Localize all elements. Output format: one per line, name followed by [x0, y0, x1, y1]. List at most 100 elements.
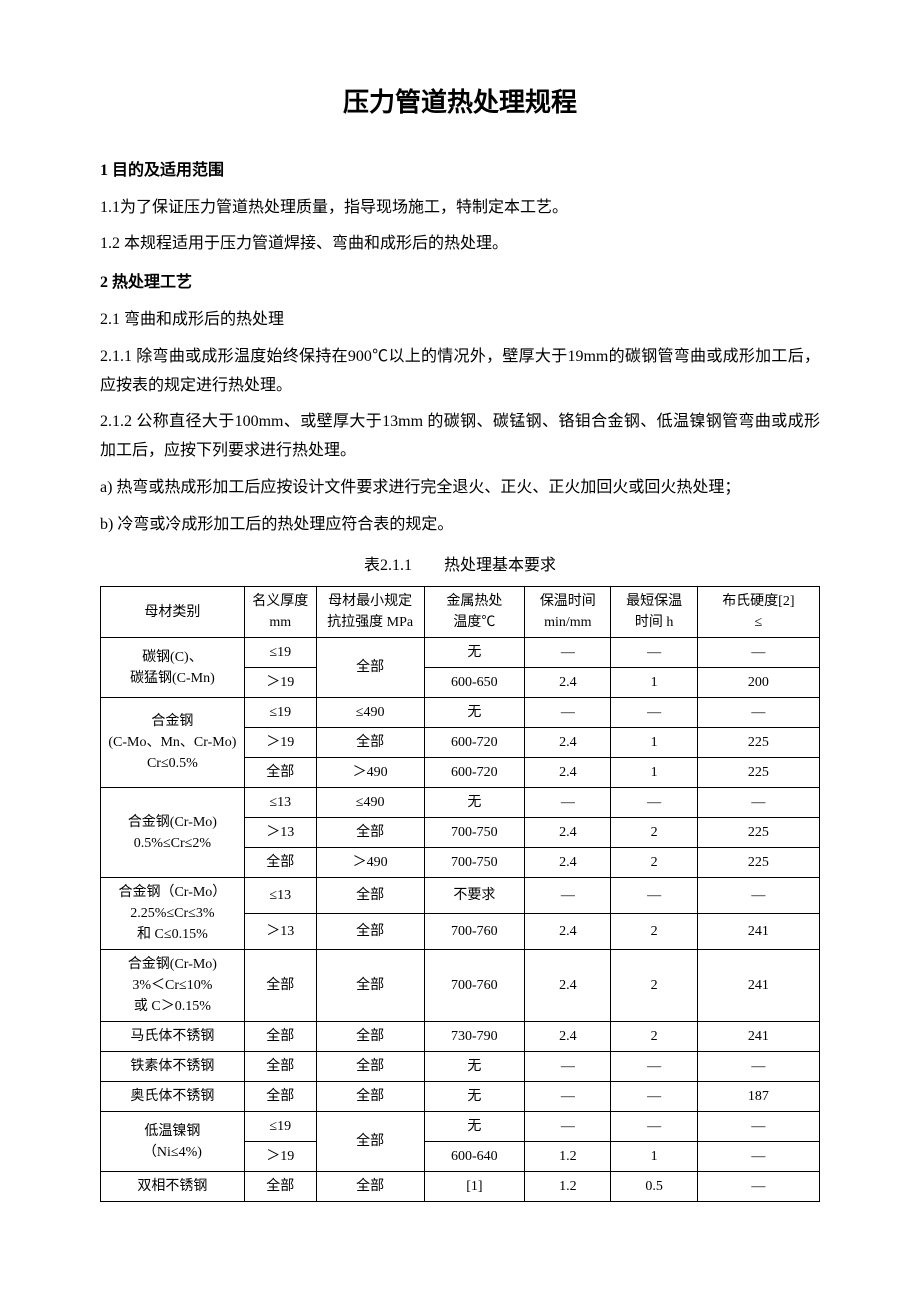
th-tensile: 母材最小规定抗拉强度 MPa: [316, 587, 424, 638]
cell: 600-650: [424, 668, 525, 698]
para-2-1-2: 2.1.2 公称直径大于100mm、或壁厚大于13mm 的碳钢、碳锰钢、铬钼合金…: [100, 408, 820, 466]
cell: 2: [611, 818, 697, 848]
cell: 全部: [244, 758, 316, 788]
cell: ≤13: [244, 878, 316, 914]
cell: 全部: [244, 848, 316, 878]
cell: 无: [424, 638, 525, 668]
cell: 全部: [244, 1052, 316, 1082]
cell: [1]: [424, 1172, 525, 1202]
cell: —: [525, 1052, 611, 1082]
cell: 2.4: [525, 1022, 611, 1052]
table-row: 双相不锈钢 全部 全部 [1] 1.2 0.5 —: [101, 1172, 820, 1202]
cell: ≤490: [316, 698, 424, 728]
cell: 2: [611, 848, 697, 878]
cell: —: [697, 1112, 819, 1142]
cell: ＞19: [244, 668, 316, 698]
para-1-2: 1.2 本规程适用于压力管道焊接、弯曲和成形后的热处理。: [100, 230, 820, 259]
th-hold-time: 保温时间min/mm: [525, 587, 611, 638]
cell: ≤13: [244, 788, 316, 818]
cell: 700-760: [424, 950, 525, 1022]
cell: 241: [697, 914, 819, 950]
heat-treatment-table: 母材类别 名义厚度mm 母材最小规定抗拉强度 MPa 金属热处温度℃ 保温时间m…: [100, 586, 820, 1202]
cell-category: 双相不锈钢: [101, 1172, 245, 1202]
cell: 无: [424, 1052, 525, 1082]
cell: 600-720: [424, 758, 525, 788]
cell: 2.4: [525, 758, 611, 788]
cell: —: [611, 1082, 697, 1112]
table-row: 马氏体不锈钢 全部 全部 730-790 2.4 2 241: [101, 1022, 820, 1052]
cell: 不要求: [424, 878, 525, 914]
cell: 全部: [316, 818, 424, 848]
table-row: 低温镍钢（Ni≤4%) ≤19 全部 无 — — —: [101, 1112, 820, 1142]
section-2-heading: 2 热处理工艺: [100, 269, 820, 298]
cell: 225: [697, 818, 819, 848]
para-2-b: b) 冷弯或冷成形加工后的热处理应符合表的规定。: [100, 511, 820, 540]
table-row: 合金钢(Cr-Mo)3%＜Cr≤10%或 C＞0.15% 全部 全部 700-7…: [101, 950, 820, 1022]
cell: 241: [697, 1022, 819, 1052]
cell: 730-790: [424, 1022, 525, 1052]
cell-category: 合金钢(C-Mo、Mn、Cr-Mo)Cr≤0.5%: [101, 698, 245, 788]
cell: 全部: [316, 638, 424, 698]
cell: 225: [697, 728, 819, 758]
cell: 全部: [244, 1082, 316, 1112]
th-category: 母材类别: [101, 587, 245, 638]
cell: 1: [611, 728, 697, 758]
cell: 全部: [244, 1022, 316, 1052]
cell: —: [697, 878, 819, 914]
cell: ＞490: [316, 758, 424, 788]
cell: 全部: [244, 1172, 316, 1202]
cell: —: [697, 1142, 819, 1172]
para-1-1: 1.1为了保证压力管道热处理质量，指导现场施工，特制定本工艺。: [100, 194, 820, 223]
cell: 1.2: [525, 1142, 611, 1172]
cell: 700-750: [424, 848, 525, 878]
cell: 600-720: [424, 728, 525, 758]
table-caption: 表2.1.1 热处理基本要求: [100, 552, 820, 581]
cell-category: 铁素体不锈钢: [101, 1052, 245, 1082]
cell: 1: [611, 1142, 697, 1172]
th-min-time: 最短保温时间 h: [611, 587, 697, 638]
cell: 187: [697, 1082, 819, 1112]
cell: 2.4: [525, 950, 611, 1022]
table-row: 铁素体不锈钢 全部 全部 无 — — —: [101, 1052, 820, 1082]
th-temperature: 金属热处温度℃: [424, 587, 525, 638]
cell: 700-750: [424, 818, 525, 848]
cell: 200: [697, 668, 819, 698]
cell: ＞13: [244, 818, 316, 848]
cell: 1: [611, 668, 697, 698]
cell: 2: [611, 1022, 697, 1052]
page-title: 压力管道热处理规程: [100, 80, 820, 127]
cell: —: [611, 698, 697, 728]
cell-category: 奥氏体不锈钢: [101, 1082, 245, 1112]
table-row: 碳钢(C)、碳猛钢(C-Mn) ≤19 全部 无 — — —: [101, 638, 820, 668]
table-row: 合金钢（Cr-Mo）2.25%≤Cr≤3%和 C≤0.15% ≤13 全部 不要…: [101, 878, 820, 914]
section-1-heading: 1 目的及适用范围: [100, 157, 820, 186]
cell-category: 合金钢(Cr-Mo)3%＜Cr≤10%或 C＞0.15%: [101, 950, 245, 1022]
cell: ≤490: [316, 788, 424, 818]
table-row: 合金钢(Cr-Mo)0.5%≤Cr≤2% ≤13 ≤490 无 — — —: [101, 788, 820, 818]
cell: 全部: [316, 1052, 424, 1082]
cell: 全部: [316, 1112, 424, 1172]
cell: 1: [611, 758, 697, 788]
cell: 全部: [316, 1172, 424, 1202]
cell: ≤19: [244, 1112, 316, 1142]
th-hardness: 布氏硬度[2]≤: [697, 587, 819, 638]
cell: 无: [424, 1112, 525, 1142]
cell: 2.4: [525, 848, 611, 878]
cell: ≤19: [244, 638, 316, 668]
table-row: 合金钢(C-Mo、Mn、Cr-Mo)Cr≤0.5% ≤19 ≤490 无 — —…: [101, 698, 820, 728]
cell-category: 合金钢(Cr-Mo)0.5%≤Cr≤2%: [101, 788, 245, 878]
cell: 2: [611, 914, 697, 950]
cell: —: [697, 788, 819, 818]
cell: —: [697, 698, 819, 728]
cell: ＞19: [244, 728, 316, 758]
para-2-1-1: 2.1.1 除弯曲或成形温度始终保持在900℃以上的情况外，壁厚大于19mm的碳…: [100, 343, 820, 401]
cell: —: [611, 638, 697, 668]
cell: 2.4: [525, 728, 611, 758]
cell: 225: [697, 758, 819, 788]
cell: 无: [424, 1082, 525, 1112]
cell: 2.4: [525, 914, 611, 950]
cell: —: [611, 878, 697, 914]
cell: 2.4: [525, 818, 611, 848]
cell: 无: [424, 788, 525, 818]
cell: —: [697, 638, 819, 668]
